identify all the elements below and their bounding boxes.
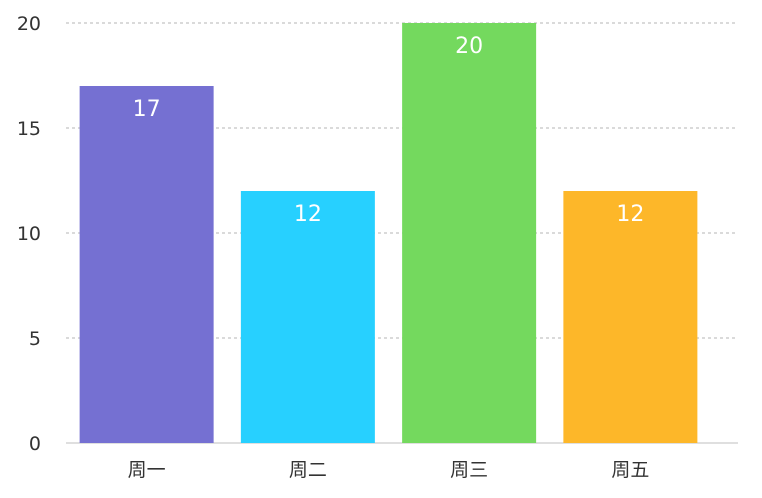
data-label: 12 — [616, 202, 644, 227]
bar — [402, 23, 537, 443]
data-label: 20 — [455, 34, 483, 59]
y-tick-label: 5 — [29, 328, 41, 350]
y-tick-label: 10 — [17, 223, 41, 245]
x-tick-label: 周二 — [289, 459, 327, 481]
y-tick-label: 15 — [17, 118, 41, 140]
bar — [563, 191, 698, 443]
data-label: 12 — [294, 202, 322, 227]
bar — [240, 191, 375, 443]
y-axis: 0 5 10 15 20 — [17, 13, 41, 455]
x-tick-label: 周一 — [128, 459, 166, 481]
bar — [79, 86, 214, 443]
x-tick-label: 周五 — [611, 459, 649, 481]
x-axis: 周一 周二 周三 周五 — [128, 459, 650, 481]
y-tick-label: 20 — [17, 13, 41, 35]
x-tick-label: 周三 — [450, 459, 488, 481]
data-label: 17 — [133, 97, 161, 122]
bars: 17 12 20 12 — [79, 23, 698, 443]
y-tick-label: 0 — [29, 433, 41, 455]
